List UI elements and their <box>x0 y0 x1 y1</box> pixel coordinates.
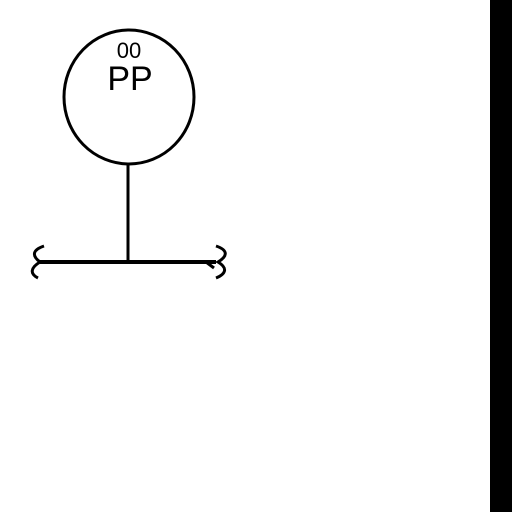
instrument-tag-number: 00 <box>117 38 141 63</box>
left-line-break-symbol <box>30 244 45 280</box>
right-edge-bar <box>490 0 512 512</box>
right-line-break-symbol <box>215 244 227 280</box>
instrument-tag-letters: PP <box>107 60 152 98</box>
right-line-stub <box>205 260 215 270</box>
